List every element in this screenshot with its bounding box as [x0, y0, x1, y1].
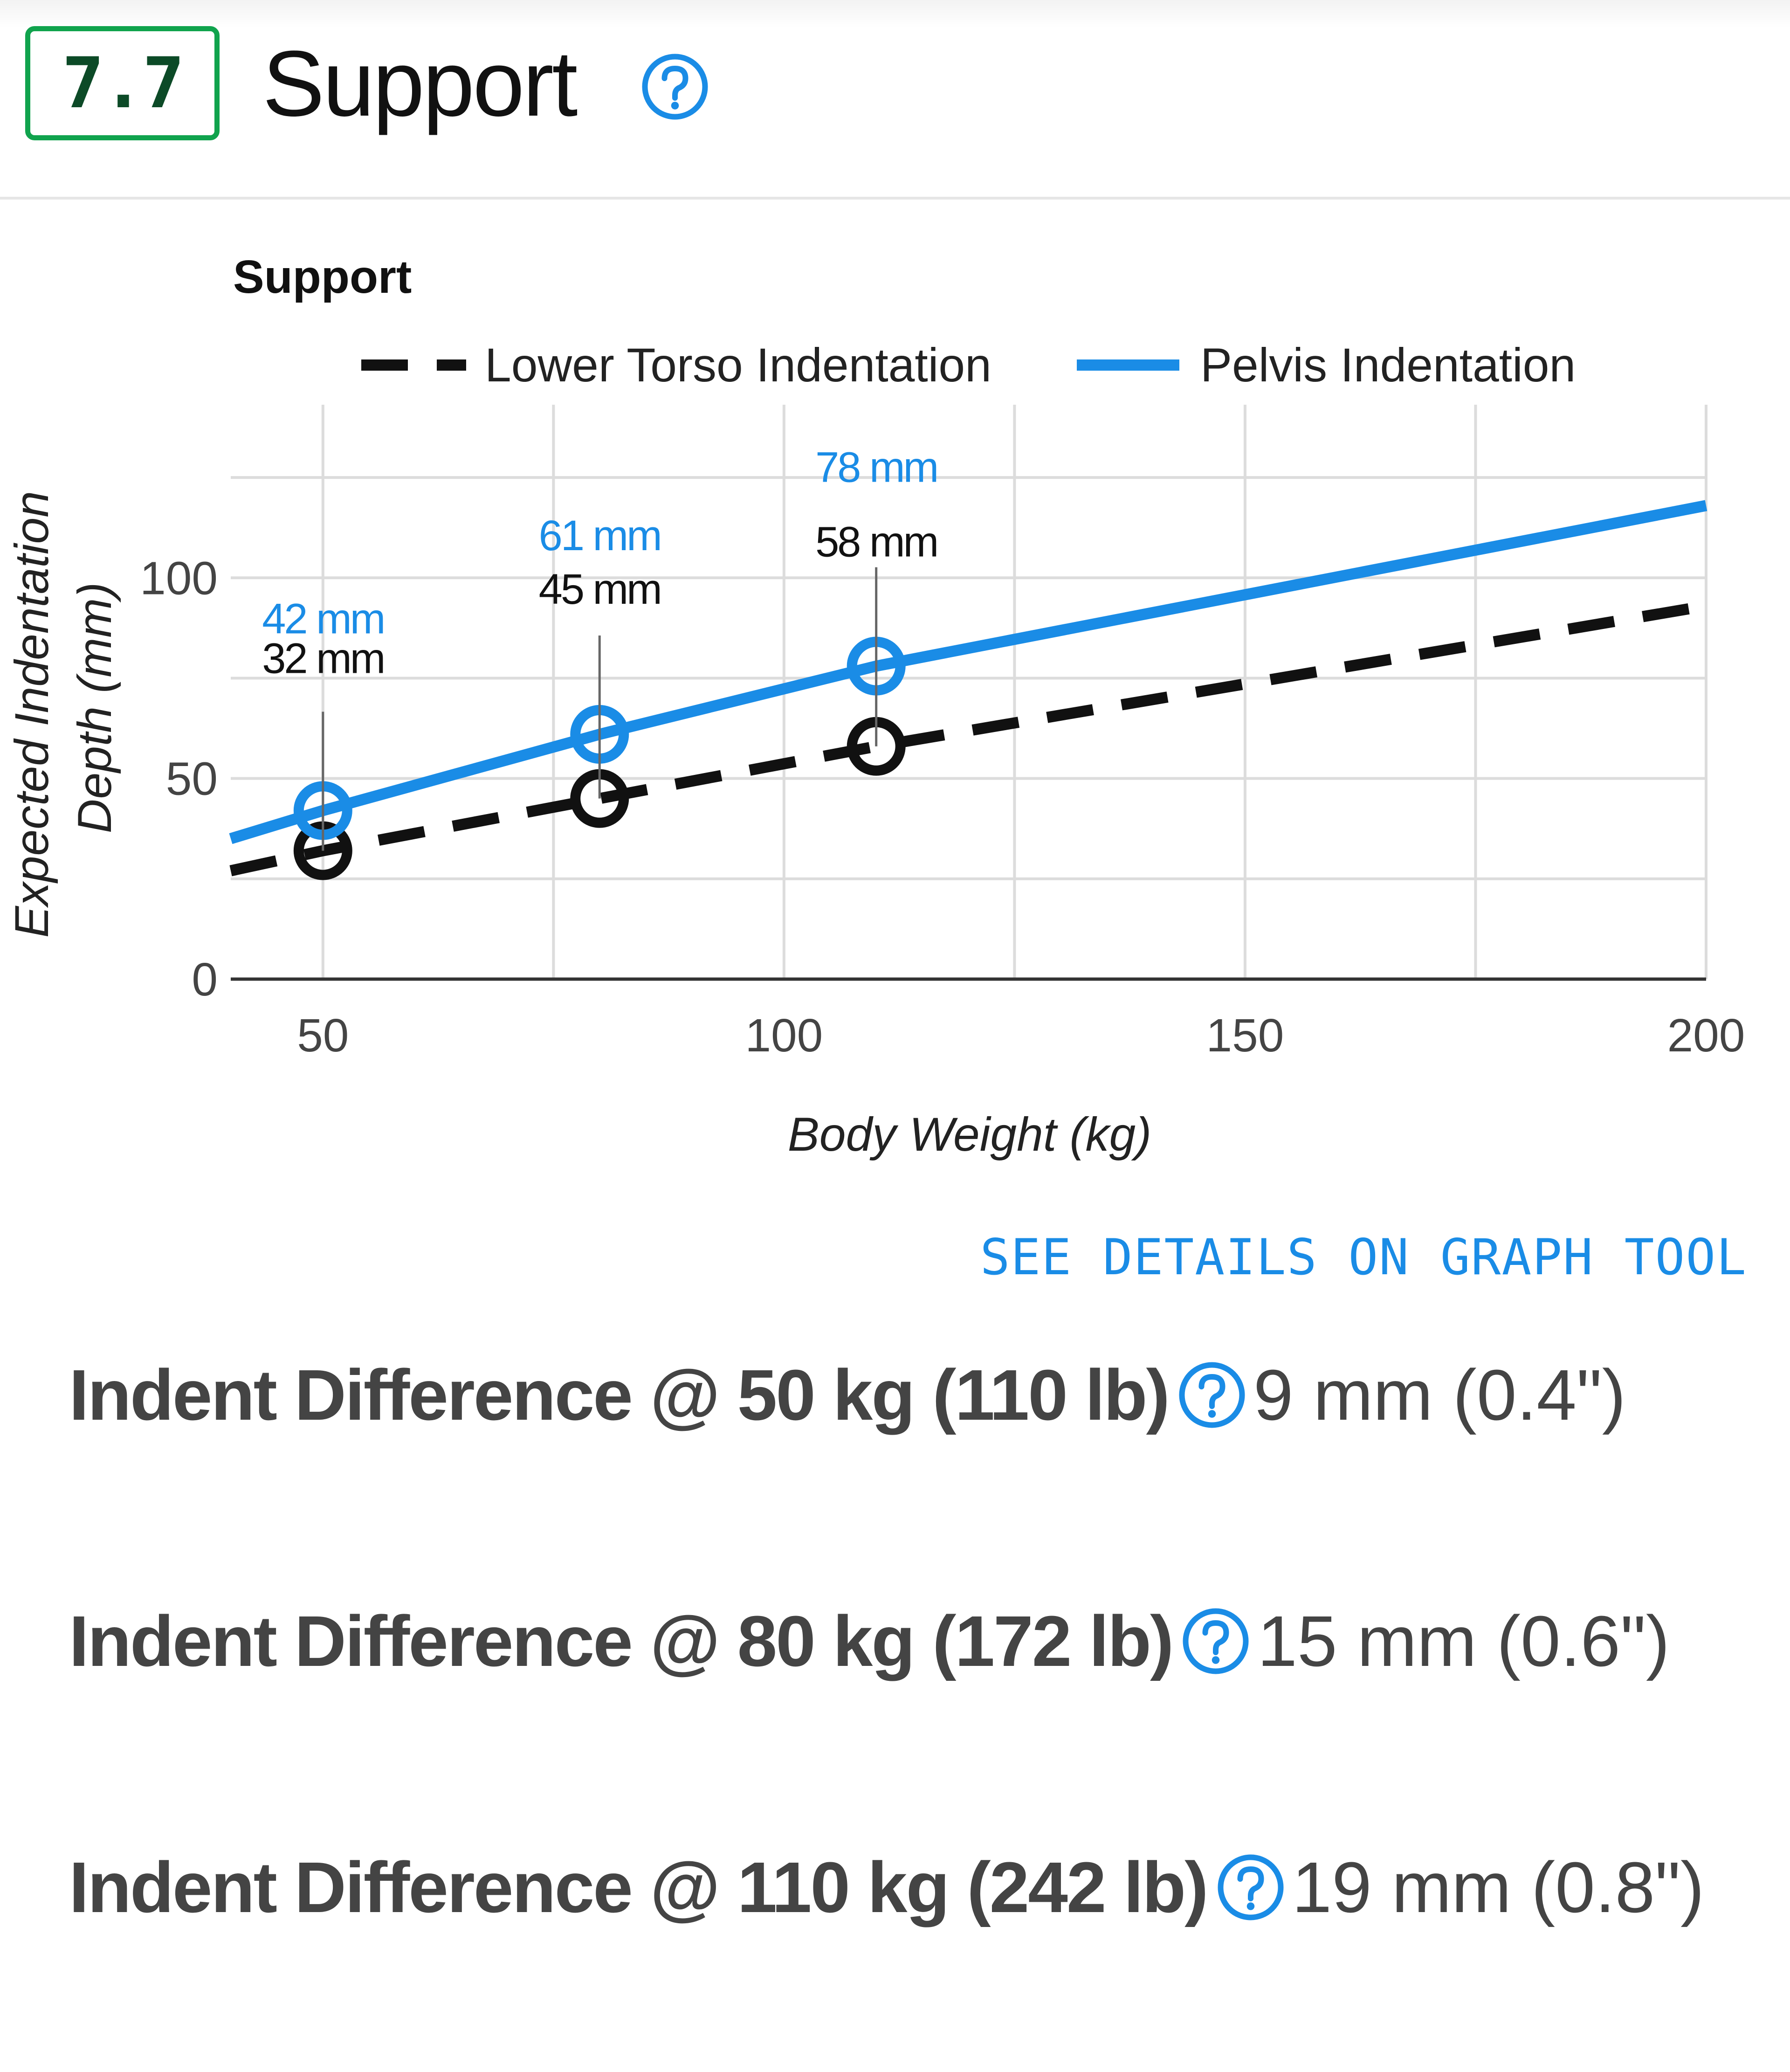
- indent-difference-value: 15 mm (0.6"): [1257, 1601, 1670, 1681]
- data-label-lower-torso: 58 mm: [815, 518, 937, 566]
- section-title: Support: [262, 32, 578, 136]
- indent-difference-value: 9 mm (0.4"): [1253, 1355, 1626, 1435]
- y-axis-title-line-2: Depth (mm): [68, 582, 121, 833]
- indent-difference-label: Indent Difference @ 50 kg (110 lb): [69, 1355, 1170, 1435]
- data-label-pelvis: 78 mm: [815, 444, 937, 491]
- chart-title: Support: [233, 251, 412, 303]
- section-header: 7.7 Support: [0, 0, 1790, 200]
- score-badge: 7.7: [25, 26, 220, 140]
- y-tick-label: 50: [166, 753, 218, 805]
- x-tick-label: 200: [1667, 1009, 1745, 1062]
- indent-difference-list: Indent Difference @ 50 kg (110 lb) 9 mm (…: [69, 1333, 1747, 2072]
- data-label-pelvis: 61 mm: [539, 512, 661, 559]
- indent-difference-item: Indent Difference @ 50 kg (110 lb) 9 mm (…: [69, 1333, 1747, 1580]
- data-label-lower-torso: 32 mm: [262, 635, 384, 682]
- help-icon[interactable]: [640, 52, 710, 122]
- indent-difference-value: 19 mm (0.8"): [1292, 1847, 1705, 1927]
- support-chart: Support Lower Torso Indentation Pelvis I…: [5, 251, 1745, 1161]
- indent-difference-label: Indent Difference @ 110 kg (242 lb): [69, 1847, 1208, 1927]
- help-icon[interactable]: [1181, 1606, 1251, 1676]
- indent-difference-item: Indent Difference @ 80 kg (172 lb) 15 mm …: [69, 1580, 1747, 1826]
- data-label-pelvis: 42 mm: [262, 595, 384, 642]
- x-tick-label: 50: [297, 1009, 349, 1062]
- indent-difference-label: Indent Difference @ 80 kg (172 lb): [69, 1601, 1174, 1681]
- chart-legend: Lower Torso Indentation Pelvis Indentati…: [361, 338, 1576, 392]
- indent-difference-item: Indent Difference @ 110 kg (242 lb) 19 mm…: [69, 1826, 1747, 2072]
- help-icon[interactable]: [1216, 1852, 1286, 1922]
- series-line-pelvis-indentation: [229, 500, 1707, 844]
- legend-label-pelvis: Pelvis Indentation: [1200, 338, 1576, 392]
- help-icon[interactable]: [1177, 1360, 1247, 1430]
- x-tick-label: 100: [745, 1009, 823, 1062]
- y-tick-label: 0: [192, 953, 218, 1006]
- x-axis-title: Body Weight (kg): [788, 1108, 1151, 1161]
- see-details-link[interactable]: SEE DETAILS ON GRAPH TOOL: [980, 1229, 1747, 1286]
- x-tick-label: 150: [1206, 1009, 1284, 1062]
- legend-label-lower-torso: Lower Torso Indentation: [485, 338, 991, 392]
- series-line-lower-torso-indentation: [229, 600, 1707, 877]
- y-axis-title: Expected Indentation Depth (mm): [5, 478, 121, 938]
- y-axis-title-line-1: Expected Indentation: [5, 491, 58, 938]
- y-tick-label: 100: [140, 552, 218, 604]
- data-label-lower-torso: 45 mm: [539, 566, 661, 613]
